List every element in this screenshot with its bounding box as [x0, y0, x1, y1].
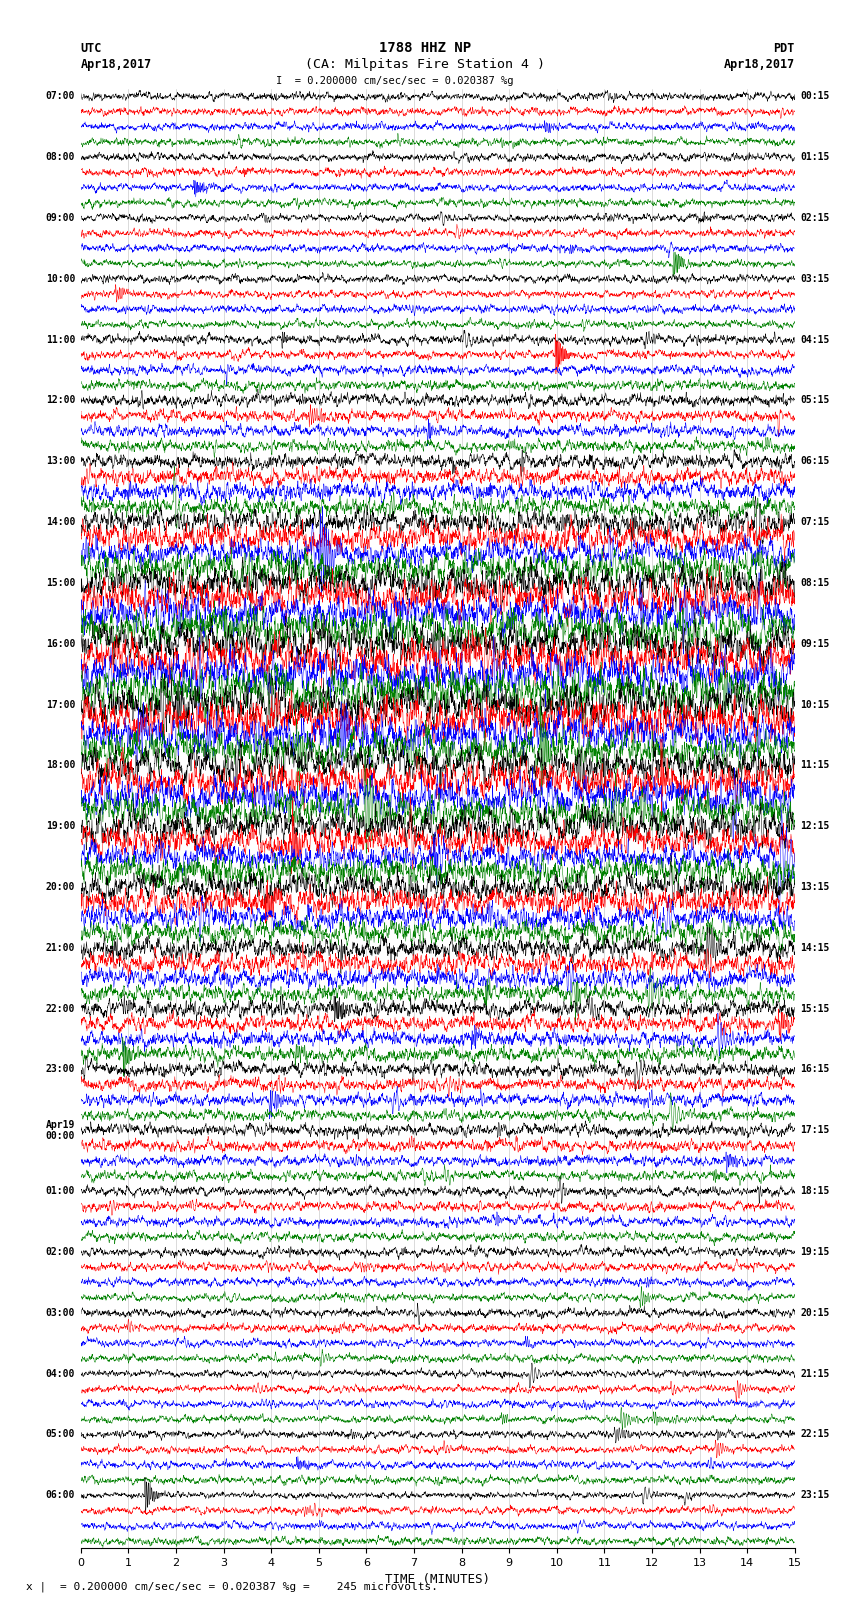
Text: 04:15: 04:15 — [801, 334, 830, 345]
Text: 06:00: 06:00 — [46, 1490, 75, 1500]
Text: Apr18,2017: Apr18,2017 — [723, 58, 795, 71]
Text: 15:00: 15:00 — [46, 577, 75, 587]
Text: 22:15: 22:15 — [801, 1429, 830, 1439]
Text: 10:15: 10:15 — [801, 700, 830, 710]
Text: 11:15: 11:15 — [801, 760, 830, 771]
Text: 18:15: 18:15 — [801, 1186, 830, 1197]
Text: 05:00: 05:00 — [46, 1429, 75, 1439]
Text: 18:00: 18:00 — [46, 760, 75, 771]
Text: 04:00: 04:00 — [46, 1368, 75, 1379]
Text: 19:00: 19:00 — [46, 821, 75, 831]
Text: 20:15: 20:15 — [801, 1308, 830, 1318]
Text: 06:15: 06:15 — [801, 456, 830, 466]
Text: 13:00: 13:00 — [46, 456, 75, 466]
Text: 22:00: 22:00 — [46, 1003, 75, 1013]
Text: 14:15: 14:15 — [801, 944, 830, 953]
Text: (CA: Milpitas Fire Station 4 ): (CA: Milpitas Fire Station 4 ) — [305, 58, 545, 71]
Text: Apr19
00:00: Apr19 00:00 — [46, 1119, 75, 1140]
Text: x |: x | — [26, 1582, 46, 1592]
Text: PDT: PDT — [774, 42, 795, 55]
Text: 08:15: 08:15 — [801, 577, 830, 587]
Text: I  = 0.200000 cm/sec/sec = 0.020387 %g: I = 0.200000 cm/sec/sec = 0.020387 %g — [276, 76, 514, 85]
Text: = 0.200000 cm/sec/sec = 0.020387 %g =    245 microvolts.: = 0.200000 cm/sec/sec = 0.020387 %g = 24… — [60, 1582, 438, 1592]
Text: 12:15: 12:15 — [801, 821, 830, 831]
Text: 02:00: 02:00 — [46, 1247, 75, 1257]
Text: 09:00: 09:00 — [46, 213, 75, 223]
Text: 17:00: 17:00 — [46, 700, 75, 710]
Text: 12:00: 12:00 — [46, 395, 75, 405]
Text: 16:00: 16:00 — [46, 639, 75, 648]
Text: 1788 HHZ NP: 1788 HHZ NP — [379, 42, 471, 55]
Text: 10:00: 10:00 — [46, 274, 75, 284]
Text: 14:00: 14:00 — [46, 518, 75, 527]
Text: 02:15: 02:15 — [801, 213, 830, 223]
Text: 08:00: 08:00 — [46, 152, 75, 163]
X-axis label: TIME (MINUTES): TIME (MINUTES) — [385, 1573, 490, 1586]
Text: 21:00: 21:00 — [46, 944, 75, 953]
Text: 03:15: 03:15 — [801, 274, 830, 284]
Text: 23:00: 23:00 — [46, 1065, 75, 1074]
Text: UTC: UTC — [81, 42, 102, 55]
Text: 21:15: 21:15 — [801, 1368, 830, 1379]
Text: 17:15: 17:15 — [801, 1126, 830, 1136]
Text: 23:15: 23:15 — [801, 1490, 830, 1500]
Text: 11:00: 11:00 — [46, 334, 75, 345]
Text: 03:00: 03:00 — [46, 1308, 75, 1318]
Text: 07:15: 07:15 — [801, 518, 830, 527]
Text: 19:15: 19:15 — [801, 1247, 830, 1257]
Text: 13:15: 13:15 — [801, 882, 830, 892]
Text: 01:00: 01:00 — [46, 1186, 75, 1197]
Text: 00:15: 00:15 — [801, 92, 830, 102]
Text: 15:15: 15:15 — [801, 1003, 830, 1013]
Text: 01:15: 01:15 — [801, 152, 830, 163]
Text: 16:15: 16:15 — [801, 1065, 830, 1074]
Text: 09:15: 09:15 — [801, 639, 830, 648]
Text: 20:00: 20:00 — [46, 882, 75, 892]
Text: 05:15: 05:15 — [801, 395, 830, 405]
Text: Apr18,2017: Apr18,2017 — [81, 58, 152, 71]
Text: 07:00: 07:00 — [46, 92, 75, 102]
